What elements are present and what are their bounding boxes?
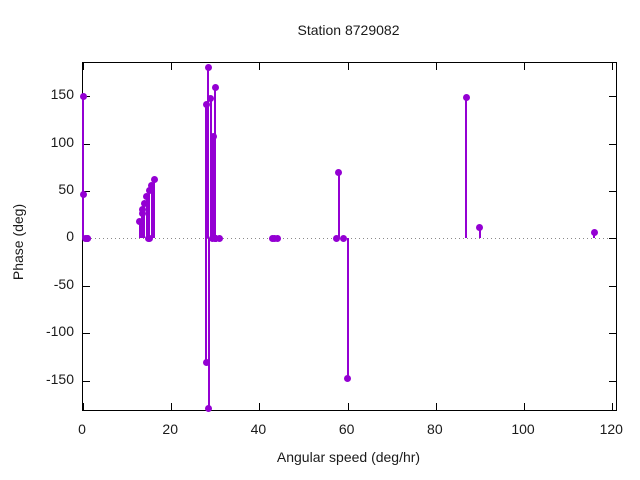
x-tick bbox=[347, 403, 349, 410]
data-point bbox=[462, 93, 470, 101]
stem bbox=[141, 209, 144, 239]
data-point bbox=[273, 234, 281, 242]
x-tick-mirror bbox=[83, 63, 84, 70]
data-point bbox=[143, 193, 151, 201]
stem bbox=[337, 172, 340, 239]
data-point bbox=[202, 101, 210, 109]
y-tick-label: 100 bbox=[50, 133, 74, 150]
stem bbox=[209, 98, 212, 239]
x-tick-mirror bbox=[612, 63, 614, 70]
stem bbox=[138, 221, 141, 239]
data-point bbox=[205, 404, 213, 412]
y-tick-mirror bbox=[609, 190, 616, 192]
stem bbox=[143, 203, 146, 239]
x-tick-mirror bbox=[259, 63, 261, 70]
y-tick bbox=[83, 333, 90, 335]
x-tick-label: 80 bbox=[427, 421, 443, 437]
data-point bbox=[335, 168, 343, 176]
y-tick-label: 50 bbox=[58, 180, 74, 197]
x-tick-mirror bbox=[524, 63, 526, 70]
y-tick-label: -150 bbox=[45, 370, 74, 387]
x-tick bbox=[612, 403, 614, 410]
y-tick bbox=[83, 190, 90, 192]
y-tick-mirror bbox=[609, 380, 616, 382]
stem bbox=[207, 67, 210, 239]
data-point bbox=[140, 199, 148, 207]
stem bbox=[207, 238, 210, 409]
x-tick bbox=[83, 403, 84, 410]
data-point bbox=[339, 234, 347, 242]
x-tick bbox=[259, 403, 261, 410]
y-tick-label: 0 bbox=[66, 228, 74, 245]
data-point bbox=[216, 234, 224, 242]
data-point bbox=[344, 375, 352, 383]
data-point bbox=[79, 191, 87, 199]
stem bbox=[82, 96, 85, 239]
stem bbox=[145, 196, 148, 239]
stem bbox=[214, 87, 217, 239]
stem bbox=[212, 136, 215, 239]
x-tick bbox=[171, 403, 173, 410]
data-point bbox=[476, 223, 484, 231]
data-point bbox=[202, 359, 210, 367]
data-point bbox=[590, 229, 598, 237]
y-tick-mirror bbox=[609, 143, 616, 145]
stem bbox=[205, 104, 208, 239]
chart-title: Station 8729082 bbox=[297, 22, 400, 38]
data-point bbox=[209, 132, 217, 140]
y-tick bbox=[83, 143, 90, 145]
y-tick-mirror bbox=[609, 96, 616, 98]
data-point bbox=[332, 234, 340, 242]
y-tick-mirror bbox=[609, 333, 616, 335]
x-tick-label: 120 bbox=[599, 421, 623, 437]
stem bbox=[465, 97, 468, 239]
stem bbox=[346, 238, 349, 379]
stem bbox=[205, 238, 208, 363]
data-point bbox=[212, 234, 220, 242]
x-axis-label: Angular speed (deg/hr) bbox=[276, 449, 421, 465]
y-tick-label: 150 bbox=[50, 86, 74, 103]
y-tick bbox=[83, 285, 90, 287]
x-tick-label: 0 bbox=[78, 421, 86, 437]
data-point bbox=[204, 64, 212, 72]
data-point bbox=[150, 176, 158, 184]
y-tick-mirror bbox=[609, 238, 616, 240]
x-tick-label: 100 bbox=[511, 421, 535, 437]
stem bbox=[148, 190, 151, 239]
x-tick bbox=[435, 403, 437, 410]
data-point bbox=[136, 217, 144, 225]
x-tick-label: 60 bbox=[338, 421, 355, 437]
x-tick-label: 40 bbox=[250, 421, 267, 437]
y-tick bbox=[83, 380, 90, 382]
data-point bbox=[79, 92, 87, 100]
data-point bbox=[138, 205, 146, 213]
x-tick-mirror bbox=[435, 63, 437, 70]
stem bbox=[82, 194, 85, 239]
data-point bbox=[148, 181, 156, 189]
data-point bbox=[211, 84, 219, 92]
zero-line bbox=[83, 238, 616, 240]
y-tick-label: -100 bbox=[45, 323, 74, 340]
y-tick-label: -50 bbox=[53, 275, 74, 292]
data-point bbox=[145, 234, 153, 242]
x-tick bbox=[524, 403, 526, 410]
x-tick-mirror bbox=[171, 63, 173, 70]
data-point bbox=[207, 94, 215, 102]
stem bbox=[150, 185, 153, 239]
data-point bbox=[145, 187, 153, 195]
x-tick-mirror bbox=[347, 63, 349, 70]
plot-area bbox=[79, 62, 617, 412]
y-tick-mirror bbox=[609, 285, 616, 287]
stem bbox=[478, 227, 481, 239]
x-tick-label: 20 bbox=[162, 421, 178, 437]
data-point bbox=[84, 234, 92, 242]
stem bbox=[153, 179, 156, 239]
